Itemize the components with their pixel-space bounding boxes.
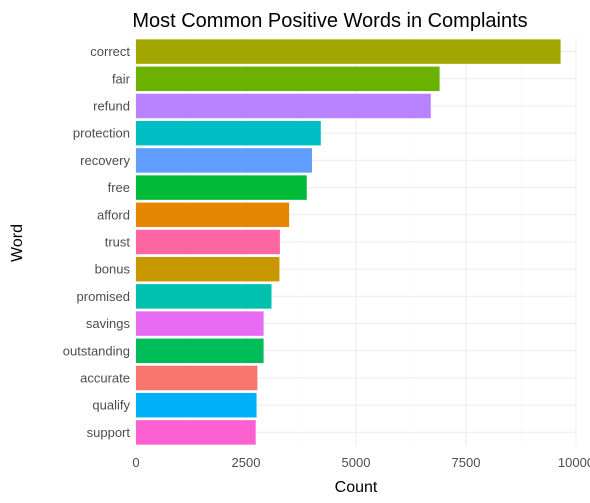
y-tick-label: correct [90, 44, 130, 59]
bar-afford [136, 202, 290, 228]
y-tick-label: fair [112, 71, 131, 86]
y-tick-label: bonus [95, 262, 131, 277]
bars-group [136, 39, 561, 445]
bar-bonus [136, 256, 280, 282]
y-tick-label: promised [77, 289, 130, 304]
y-axis-tick-labels: correct fair refund protection recovery free a… [63, 44, 131, 440]
y-tick-label: protection [73, 126, 130, 141]
bar-refund [136, 93, 431, 119]
x-tick-label: 10000 [558, 455, 590, 470]
y-tick-label: trust [105, 235, 131, 250]
bar-correct [136, 39, 561, 64]
bar-accurate [136, 365, 258, 391]
chart-title: Most Common Positive Words in Complaints [132, 10, 527, 32]
bar-outstanding [136, 338, 264, 364]
x-tick-label: 2500 [232, 455, 261, 470]
y-tick-label: support [87, 425, 131, 440]
y-axis-title: Word [9, 224, 26, 262]
x-tick-label: 7500 [452, 455, 481, 470]
y-tick-label: outstanding [63, 343, 130, 358]
y-tick-label: savings [86, 316, 131, 331]
x-tick-label: 5000 [342, 455, 371, 470]
bar-savings [136, 311, 264, 336]
y-tick-label: free [108, 180, 130, 195]
y-tick-label: refund [93, 99, 130, 114]
bar-recovery [136, 148, 312, 173]
y-tick-label: afford [97, 207, 130, 222]
y-tick-label: recovery [80, 153, 130, 168]
bar-fair [136, 66, 440, 92]
bar-promised [136, 284, 272, 309]
bar-protection [136, 120, 321, 146]
bar-qualify [136, 392, 257, 418]
y-tick-label: qualify [92, 398, 130, 413]
bar-support [136, 420, 256, 445]
bar-trust [136, 229, 280, 255]
bar-free [136, 175, 307, 200]
x-tick-label: 0 [132, 455, 139, 470]
y-tick-label: accurate [80, 371, 130, 386]
x-axis-tick-labels: 0 2500 5000 7500 10000 [132, 455, 590, 470]
x-axis-title: Count [335, 479, 378, 496]
